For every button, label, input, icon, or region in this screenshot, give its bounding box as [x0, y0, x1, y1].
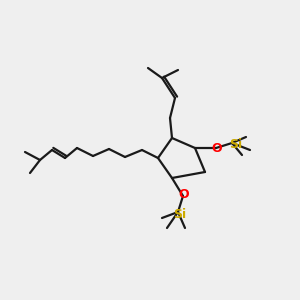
Text: O: O [179, 188, 189, 200]
Text: O: O [212, 142, 222, 154]
Text: Si: Si [230, 137, 243, 151]
Text: Si: Si [173, 208, 187, 221]
